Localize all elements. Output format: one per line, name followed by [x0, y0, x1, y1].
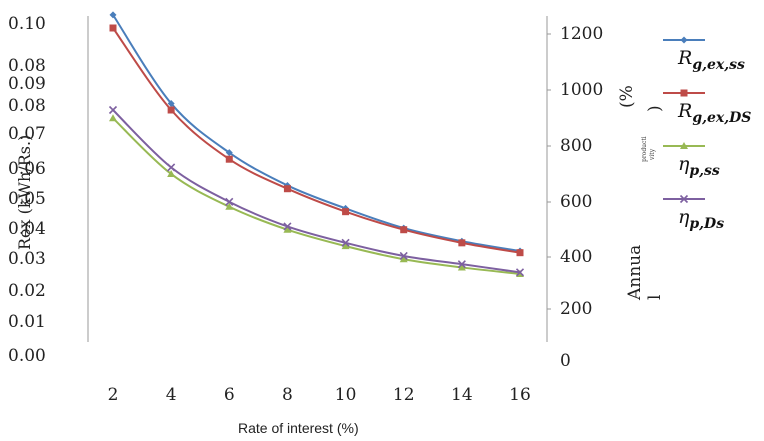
- right-axis-label-line-1: Annua: [625, 245, 645, 301]
- right-axis-label-line-2: l: [645, 295, 665, 300]
- left-tick-label: 0.08: [8, 96, 46, 116]
- legend-marker: [680, 36, 688, 44]
- x-tick-label: 12: [393, 385, 415, 405]
- data-point: [458, 239, 466, 247]
- data-point: [516, 249, 524, 257]
- data-point: [167, 99, 175, 107]
- data-point: [167, 106, 175, 114]
- left-tick-label: 0.05: [8, 189, 46, 209]
- data-point: [341, 238, 350, 247]
- right-axis-label-fragment-2: ): [645, 105, 665, 112]
- x-tick-label: 4: [166, 385, 177, 405]
- left-axis-label: Rex (kWh/Rs.): [15, 135, 34, 250]
- data-point: [399, 255, 408, 263]
- legend-marker: [679, 194, 689, 204]
- data-point: [283, 222, 292, 231]
- legend-marker: [680, 142, 688, 149]
- x-axis-ticks: 2 4 6 8 10 12 14 16: [108, 385, 531, 405]
- right-tick-label: 600: [560, 192, 592, 212]
- legend-label-sub: p,ss: [689, 163, 720, 179]
- right-tick-label: 800: [560, 136, 592, 156]
- legend-item: Rg,ex,DS: [663, 89, 751, 126]
- data-point: [225, 155, 233, 163]
- series-3: [109, 114, 524, 277]
- legend-label-main: R: [677, 100, 692, 122]
- legend-label-main: R: [677, 47, 692, 69]
- data-point: [225, 202, 234, 210]
- right-axis-label-fragment-1: (%: [617, 85, 637, 108]
- right-tick-label: 0: [560, 351, 571, 371]
- data-point: [225, 149, 233, 157]
- data-point: [283, 225, 292, 233]
- left-tick-label: 0.00: [8, 346, 46, 366]
- left-tick-label: 0.08: [8, 56, 46, 76]
- series-line: [112, 109, 521, 274]
- data-point: [167, 163, 176, 172]
- legend-marker: [680, 89, 688, 97]
- left-tick-label: 0.03: [8, 249, 46, 269]
- left-tick-label: 0.10: [8, 14, 46, 34]
- x-tick-label: 14: [451, 385, 473, 405]
- data-point: [109, 24, 117, 32]
- x-tick-label: 16: [509, 385, 531, 405]
- legend-label-sub: g,ex,ss: [692, 57, 745, 73]
- x-tick-label: 2: [108, 385, 119, 405]
- left-tick-label: 0.09: [8, 74, 46, 94]
- series-1: [109, 11, 524, 255]
- data-point: [283, 185, 291, 193]
- legend-label: Rg,ex,DS: [677, 100, 751, 126]
- data-point: [399, 251, 408, 261]
- right-axis-label-fragment-4: vity: [649, 148, 656, 161]
- left-axis-ticks: 0.00 0.01 0.02 0.03 0.04 0.05 0.06 0.07 0.080.09…: [8, 14, 46, 366]
- left-tick-label: 0.04: [8, 219, 46, 239]
- legend-item: ηp,ss: [663, 142, 720, 179]
- legend-label-main: η: [678, 206, 690, 228]
- left-tick-label: 0.02: [8, 281, 46, 301]
- right-axis-label: Annua l (% ) producti vity: [617, 85, 665, 301]
- right-tick-label: 200: [560, 299, 592, 319]
- data-point: [457, 260, 466, 269]
- left-tick-label: 0.06: [8, 159, 46, 179]
- series-2: [109, 24, 524, 257]
- legend-label-sub: g,ex,DS: [692, 110, 751, 126]
- left-tick-label: 0.07: [8, 124, 46, 144]
- x-tick-label: 8: [282, 385, 293, 405]
- right-tick-label: 1200: [560, 24, 603, 44]
- data-point: [167, 169, 176, 177]
- data-point: [109, 114, 117, 122]
- x-axis-label: Rate of interest (%): [238, 420, 359, 436]
- legend-item: ηp,Ds: [663, 194, 724, 232]
- data-point: [341, 242, 350, 250]
- data-point: [225, 197, 234, 206]
- right-tick-label: 400: [560, 247, 592, 267]
- series-line: [112, 14, 521, 253]
- legend-label: ηp,ss: [678, 153, 720, 179]
- data-point: [109, 11, 117, 19]
- x-tick-label: 10: [335, 385, 357, 405]
- right-axis-ticks: 0 200 400 600 800 1000 1200: [547, 24, 603, 371]
- series-line: [112, 27, 521, 254]
- legend-label: Rg,ex,ss: [677, 47, 745, 73]
- data-point: [400, 226, 408, 234]
- legend-item: Rg,ex,ss: [663, 36, 745, 73]
- x-tick-label: 6: [224, 385, 235, 405]
- series-4: [108, 105, 525, 277]
- series-layer: [108, 11, 525, 277]
- legend-label-sub: p,Ds: [689, 216, 724, 232]
- data-point: [457, 263, 466, 271]
- data-point: [108, 105, 118, 115]
- data-point: [342, 208, 350, 216]
- legend-label: ηp,Ds: [678, 206, 724, 232]
- series-line: [112, 117, 521, 275]
- data-point: [515, 268, 525, 277]
- left-tick-label: 0.01: [8, 312, 46, 332]
- right-axis-label-fragment-3: producti: [641, 136, 648, 162]
- legend-label-main: η: [678, 153, 690, 175]
- right-tick-label: 1000: [560, 80, 603, 100]
